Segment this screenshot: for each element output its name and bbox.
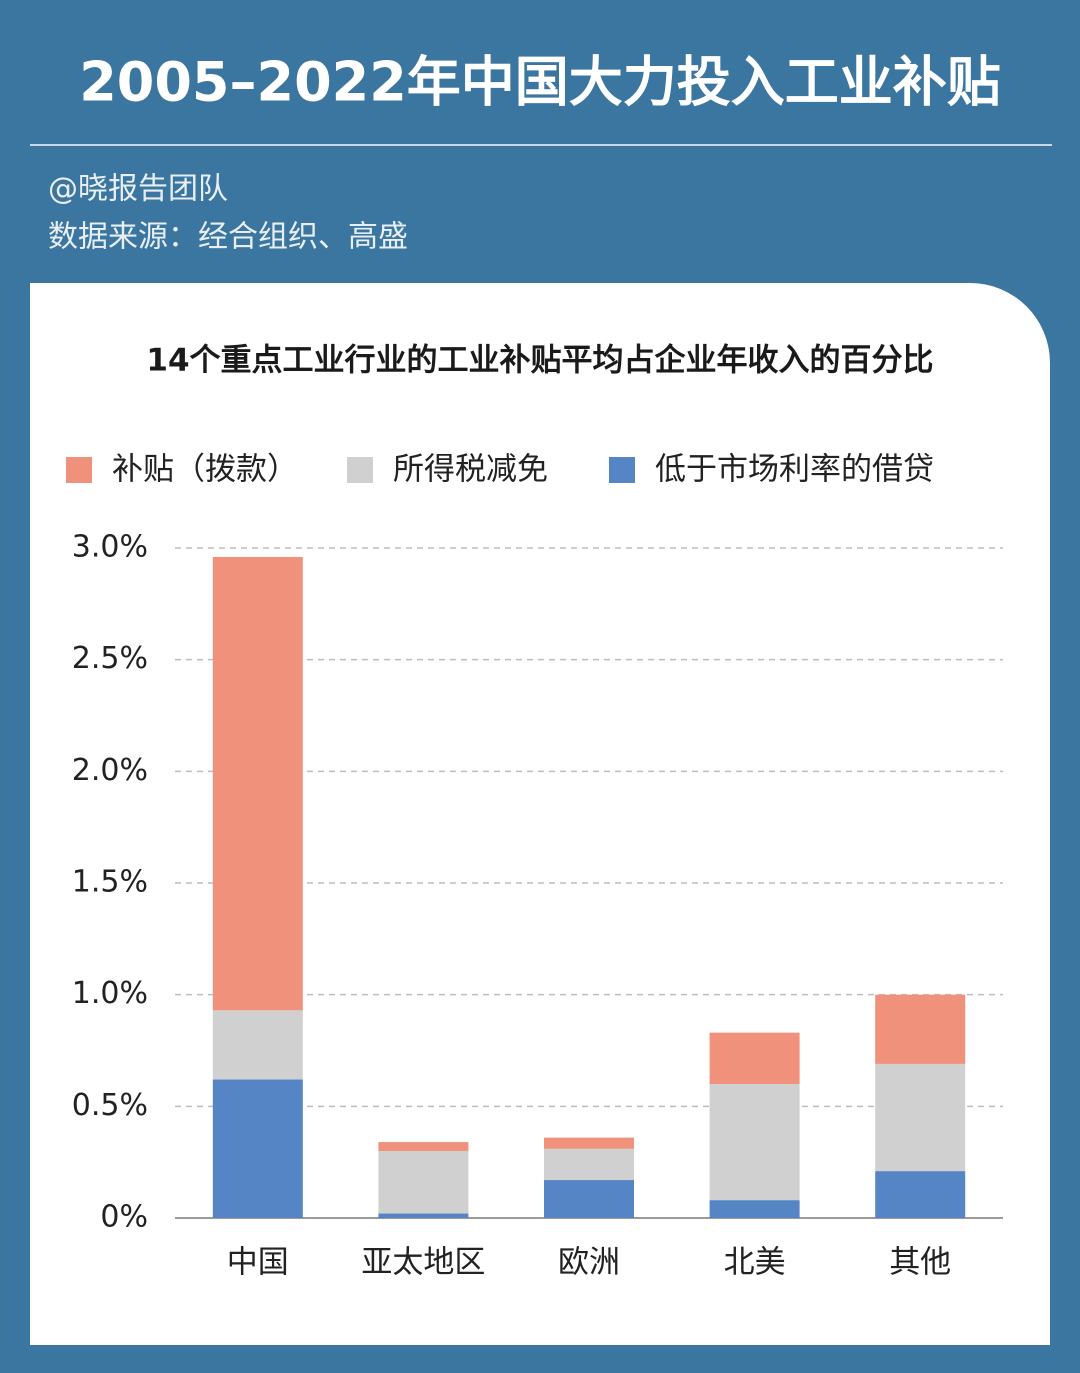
bar-segment [212,556,303,1011]
bar-segment [709,1032,800,1084]
y-tick-label: 0% [100,1200,148,1235]
bar-segment [378,1142,469,1151]
bar-segment [544,1148,634,1181]
legend-swatch [347,457,373,483]
chart-title: 14个重点工业行业的工业补贴平均占企业年收入的百分比 [146,343,933,379]
x-tick-label: 中国 [227,1245,289,1281]
legend-swatch [66,457,92,483]
bar-segment [212,1079,303,1218]
bar-segment [709,1084,800,1201]
bar-segment [875,994,966,1064]
bar-segment [875,1171,966,1218]
legend-swatch [609,457,635,483]
bar-segment [544,1137,634,1149]
source: 数据来源：经合组织、高盛 [48,220,408,255]
bar-segment [709,1200,800,1218]
legend-label: 所得税减免 [393,452,548,488]
author: @晓报告团队 [48,172,228,207]
x-tick-label: 北美 [724,1245,786,1281]
bar-segment [378,1151,469,1214]
bar-segment [212,1010,303,1080]
x-tick-label: 欧洲 [558,1245,620,1281]
y-tick-label: 1.5% [72,865,148,900]
x-tick-label: 亚太地区 [361,1245,485,1281]
bar-segment [378,1213,469,1218]
legend-label: 低于市场利率的借贷 [655,452,934,488]
y-tick-label: 2.0% [72,753,148,788]
bar-segment [544,1180,634,1218]
page-title: 2005–2022年中国大力投入工业补贴 [79,51,1001,114]
bar-segment [875,1063,966,1172]
legend-label: 补贴（拨款） [112,452,298,488]
y-tick-label: 0.5% [72,1088,148,1123]
plot: 补贴（拨款） 所得税减免 低于市场利率的借贷 0% 0.5% 1.0% 1.5% 2.0% 2.… [66,452,1003,1281]
x-tick-label: 其他 [889,1245,951,1281]
y-tick-label: 1.0% [72,976,148,1011]
y-tick-label: 3.0% [72,530,148,565]
y-tick-label: 2.5% [72,641,148,676]
